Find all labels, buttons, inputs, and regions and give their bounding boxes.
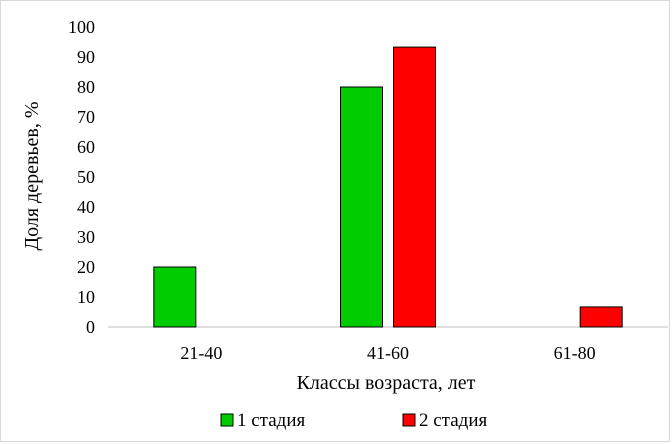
y-tick-label: 60 [77, 137, 95, 157]
bar-61-80-series-2 [579, 306, 623, 328]
x-axis-title: Классы возраста, лет [297, 372, 476, 394]
bar-21-40-series-1 [153, 266, 197, 328]
y-tick-label: 0 [86, 317, 95, 337]
bar-41-60-series-2 [393, 46, 436, 328]
x-axis-ticks: 21-40 41-60 61-80 [180, 343, 595, 363]
y-tick-label: 90 [77, 47, 95, 67]
legend-swatch-2 [402, 413, 416, 427]
x-tick-label: 41-60 [367, 343, 409, 363]
y-tick-label: 70 [77, 107, 95, 127]
x-tick-label: 61-80 [554, 343, 596, 363]
y-tick-label: 100 [68, 17, 95, 37]
y-tick-label: 80 [77, 77, 95, 97]
bars [153, 46, 623, 328]
y-tick-label: 30 [77, 227, 95, 247]
legend-swatch-1 [220, 413, 234, 427]
y-tick-label: 10 [77, 287, 95, 307]
legend: 1 стадия 2 стадия [220, 410, 487, 431]
y-tick-label: 40 [77, 197, 95, 217]
x-tick-label: 21-40 [180, 343, 222, 363]
y-tick-label: 20 [77, 257, 95, 277]
y-axis-ticks: 0 10 20 30 40 50 60 70 80 90 100 [68, 17, 95, 337]
bar-41-60-series-1 [340, 86, 383, 328]
legend-label-2: 2 стадия [419, 410, 487, 431]
y-axis-title: Доля деревьев, % [21, 101, 43, 250]
y-tick-label: 50 [77, 167, 95, 187]
legend-label-1: 1 стадия [237, 410, 305, 431]
